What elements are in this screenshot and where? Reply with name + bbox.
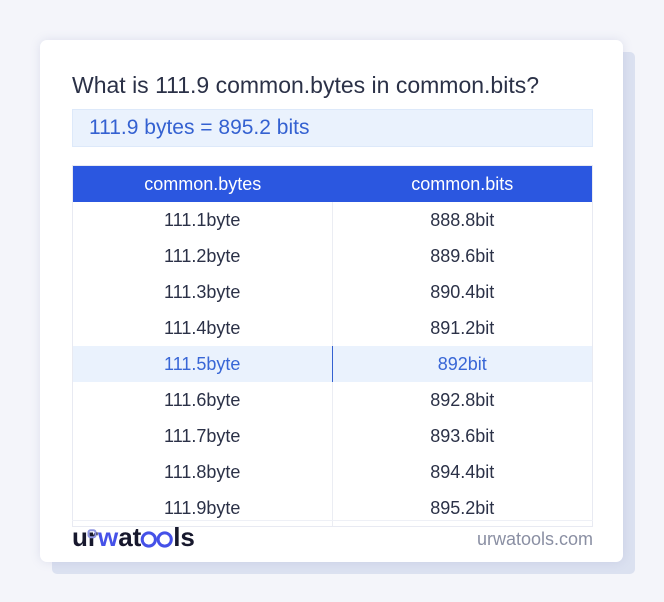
svg-text:ls: ls xyxy=(173,527,195,551)
svg-text:w: w xyxy=(97,527,119,551)
svg-text:at: at xyxy=(118,527,141,551)
